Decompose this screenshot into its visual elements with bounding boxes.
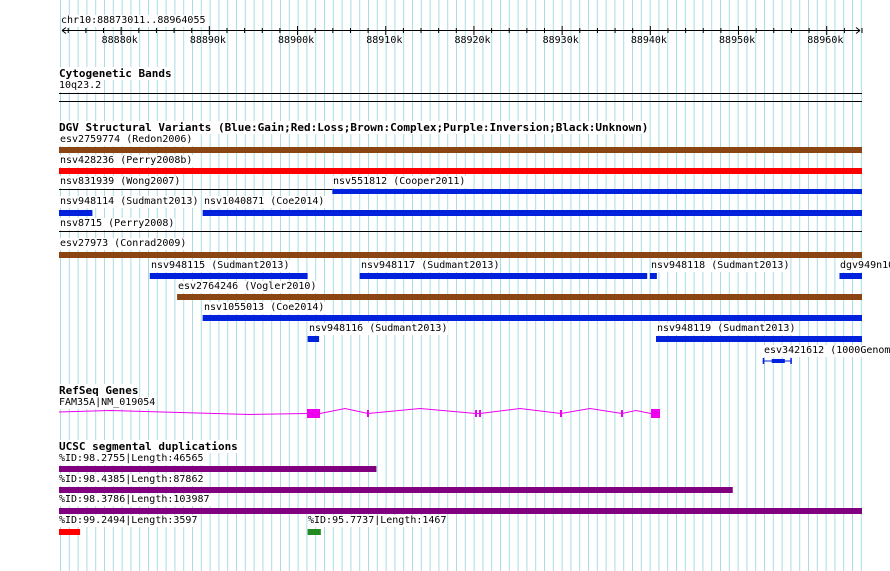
variant-bar — [59, 168, 862, 174]
segdup-bar — [59, 529, 81, 535]
ruler-tick-label: 88920k — [454, 35, 491, 46]
gene-exon — [367, 410, 369, 417]
variant-label[interactable]: nsv948119 (Sudmant2013) — [657, 323, 797, 335]
ruler-tick-label: 88900k — [278, 35, 315, 46]
gene-exon — [307, 409, 320, 418]
variant-bar — [149, 273, 308, 279]
variant-label[interactable]: nsv948115 (Sudmant2013) — [151, 260, 291, 272]
gene-exon — [621, 410, 623, 417]
variant-label[interactable]: esv2759774 (Redon2006) — [60, 134, 194, 146]
variant-bar — [202, 210, 862, 216]
variant-label[interactable]: nsv551812 (Cooper2011) — [333, 176, 467, 188]
ruler-tick-label: 88950k — [719, 35, 756, 46]
variant-block — [771, 359, 785, 363]
variant-bar — [307, 336, 320, 342]
variant-bar — [656, 336, 862, 342]
segdup-track-title[interactable]: UCSC segmental duplications — [59, 440, 238, 453]
ruler-tick-label: 88890k — [189, 35, 226, 46]
variant-label[interactable]: nsv948118 (Sudmant2013) — [651, 260, 791, 272]
variant-bar — [202, 315, 862, 321]
segdup-bar — [59, 508, 862, 514]
variant-label[interactable]: nsv428236 (Perry2008b) — [60, 155, 194, 167]
segdup-label[interactable]: %ID:95.7737|Length:1467 — [308, 515, 448, 527]
ruler-tick-label: 88930k — [542, 35, 579, 46]
gene-exon — [560, 410, 562, 417]
variant-bar — [59, 210, 93, 216]
variant-label[interactable]: nsv948116 (Sudmant2013) — [309, 323, 449, 335]
segdup-label[interactable]: %ID:98.4385|Length:87862 — [59, 474, 205, 486]
refseq-track-title[interactable]: RefSeq Genes — [59, 384, 139, 397]
variant-label[interactable]: esv2764246 (Vogler2010) — [178, 281, 318, 293]
gene-label[interactable]: FAM35A|NM_019054 — [59, 397, 157, 409]
segdup-label[interactable]: %ID:98.2755|Length:46565 — [59, 453, 205, 465]
variant-block — [762, 358, 765, 364]
cytoband-label[interactable]: 10q23.2 — [59, 80, 103, 92]
ruler-tick-label: 88880k — [101, 35, 138, 46]
variant-bar — [177, 294, 863, 300]
ruler-tick-label: 88910k — [366, 35, 403, 46]
segdup-bar — [59, 487, 733, 493]
variant-block — [790, 358, 792, 364]
segdup-label[interactable]: %ID:99.2494|Length:3597 — [59, 515, 199, 527]
ruler-tick-label: 88940k — [630, 35, 667, 46]
gene-exon — [651, 409, 660, 418]
variant-bar — [59, 147, 862, 153]
ruler-left-arrow — [61, 27, 67, 34]
variant-label[interactable]: nsv1055013 (Coe2014) — [204, 302, 326, 314]
segdup-label[interactable]: %ID:98.3786|Length:103987 — [59, 494, 211, 506]
variant-label[interactable]: esv27973 (Conrad2009) — [60, 238, 188, 250]
segdup-bar — [307, 529, 321, 535]
variant-label[interactable]: nsv1040871 (Coe2014) — [204, 196, 326, 208]
variant-bar — [359, 273, 648, 279]
variant-bar — [649, 273, 657, 279]
ruler-right-arrow — [855, 27, 861, 34]
variant-label[interactable]: nsv948114 (Sudmant2013) — [60, 196, 200, 208]
variant-bar — [59, 252, 862, 258]
ruler-tick-label: 88960k — [807, 35, 844, 46]
gene-exon — [475, 410, 477, 417]
variant-label[interactable]: nsv831939 (Wong2007) — [60, 176, 182, 188]
variant-label[interactable]: esv3421612 (1000Genom — [764, 345, 890, 357]
variant-bar — [839, 273, 862, 279]
gene-intron — [58, 407, 652, 416]
variant-label[interactable]: nsv8715 (Perry2008) — [60, 218, 176, 230]
variant-label[interactable]: nsv948117 (Sudmant2013) — [361, 260, 501, 272]
cytoband-track-title[interactable]: Cytogenetic Bands — [59, 67, 172, 80]
location-label: chr10:88873011..88964055 — [61, 15, 207, 27]
segdup-bar — [59, 466, 377, 472]
variant-label[interactable]: dgv949n100 — [840, 260, 890, 272]
dgv-track-title[interactable]: DGV Structural Variants (Blue:Gain;Red:L… — [59, 121, 649, 134]
variant-bar — [332, 189, 863, 194]
gene-exon — [479, 410, 481, 417]
